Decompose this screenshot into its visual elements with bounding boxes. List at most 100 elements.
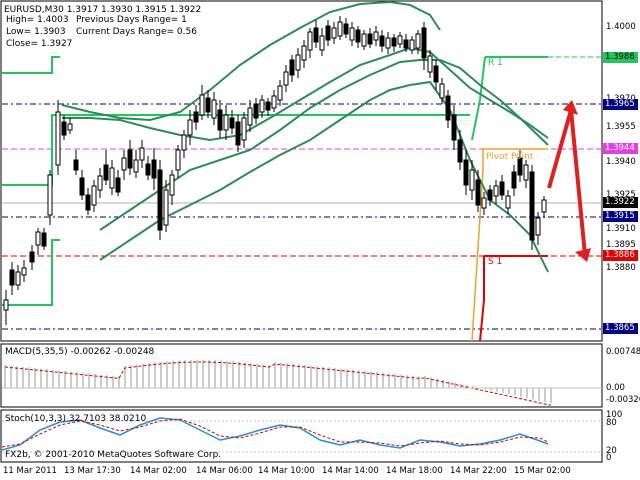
- candle-body: [151, 159, 157, 179]
- prev-day-mid-line: [2, 114, 470, 186]
- candle-body: [403, 39, 409, 49]
- price-axis-label: 1.3955: [606, 122, 636, 132]
- candle-body: [85, 194, 91, 211]
- candle-body: [223, 114, 229, 131]
- candle-body: [175, 149, 181, 171]
- candle-body: [91, 185, 97, 206]
- candle-body: [67, 123, 73, 131]
- candle-body: [121, 157, 127, 171]
- candle-body: [481, 197, 487, 209]
- s1-label: S 1: [488, 257, 503, 267]
- candle-body: [139, 147, 145, 161]
- candle-body: [385, 37, 391, 49]
- macd-pane-frame: [0, 343, 603, 408]
- candle-body: [247, 107, 253, 126]
- price-axis-label: 1.3940: [606, 157, 636, 167]
- macd-title: MACD(5,35,5) -0.00262 -0.00248: [5, 347, 155, 357]
- stoch-axis-label: 20: [606, 446, 617, 456]
- time-axis-label: 14 Mar 22:00: [450, 466, 507, 476]
- candle-body: [469, 169, 475, 191]
- prev-day-low-line: [2, 239, 60, 306]
- candle-body: [187, 119, 193, 136]
- symbol-ohlc-line: EURUSD,M30 1.3917 1.3930 1.3915 1.3922: [4, 5, 202, 15]
- time-axis-label: 14 Mar 06:00: [196, 466, 253, 476]
- candle-body: [499, 181, 505, 196]
- candle-body: [541, 199, 547, 213]
- candle-body: [211, 99, 217, 119]
- candle-body: [265, 101, 271, 111]
- candle-body: [41, 232, 47, 247]
- time-axis-label: 14 Mar 18:00: [386, 466, 443, 476]
- candle-body: [523, 164, 529, 181]
- high-value: High= 1.4003: [6, 15, 69, 25]
- candle-body: [229, 117, 235, 129]
- candle-body: [487, 189, 493, 201]
- close-value: Close= 1.3927: [6, 39, 73, 49]
- candle-body: [463, 159, 469, 186]
- candle-body: [505, 195, 511, 209]
- candle-body: [271, 95, 277, 109]
- low-value: Low= 1.3903: [6, 27, 66, 37]
- candle-body: [157, 169, 163, 231]
- candle-body: [97, 175, 103, 191]
- time-axis-label: 11 Mar 2011: [3, 466, 57, 476]
- candle-body: [73, 159, 79, 171]
- candle-body: [391, 37, 397, 47]
- time-axis-label: 14 Mar 10:00: [258, 466, 315, 476]
- macd-histogram: [4, 360, 552, 404]
- candle-body: [331, 27, 337, 39]
- s1-connector-red: [479, 256, 485, 342]
- stoch-signal-line: [1, 418, 549, 448]
- r1-connector-green: [471, 56, 486, 141]
- upper-band: [61, 0, 441, 122]
- candle-body: [199, 94, 205, 116]
- candle-body: [103, 164, 109, 181]
- candle-body: [35, 231, 41, 246]
- candle-body: [343, 23, 349, 35]
- macd-signal-line: [4, 361, 552, 406]
- macd-axis-label: 0.00748: [606, 347, 640, 357]
- mid-band: [62, 46, 549, 142]
- candle-body: [133, 159, 139, 173]
- candle-body: [319, 35, 325, 51]
- prev-day-high-line: [2, 56, 60, 74]
- macd-axis-label: 0.00: [606, 383, 625, 393]
- candle-body: [313, 27, 319, 43]
- candle-body: [445, 95, 451, 121]
- price-tag-1.3865: 1.3865: [603, 323, 638, 334]
- candle-body: [367, 33, 373, 45]
- candle-body: [289, 59, 295, 76]
- candle-body: [511, 171, 517, 189]
- candle-body: [109, 167, 115, 189]
- candle-body: [337, 21, 343, 37]
- candle-body: [79, 177, 85, 196]
- time-axis-label: 14 Mar 02:00: [130, 466, 187, 476]
- forecast-arrow-head-down: [575, 248, 591, 262]
- candle-body: [259, 99, 265, 113]
- forecast-arrow: [547, 109, 587, 256]
- candle-body: [47, 174, 53, 216]
- candle-body: [21, 267, 27, 276]
- candle-body: [3, 299, 9, 311]
- candle-body: [373, 31, 379, 41]
- candle-body: [307, 31, 313, 51]
- candle-body: [451, 114, 457, 141]
- candle-body: [127, 149, 133, 169]
- candle-body: [517, 157, 523, 176]
- candle-body: [409, 39, 415, 51]
- stoch-axis-label: 100: [606, 410, 623, 420]
- macd-axis-label: -0.00326: [606, 395, 640, 405]
- candle-body: [181, 134, 187, 151]
- current-days-range: Current Days Range= 0.56: [76, 27, 197, 37]
- candle-body: [29, 251, 35, 263]
- candle-body: [301, 45, 307, 61]
- candle-body: [295, 54, 301, 71]
- stoch-axis-label: 0: [606, 453, 612, 463]
- candlesticks: [3, 16, 547, 325]
- candle-body: [379, 35, 385, 47]
- time-axis-label: 15 Mar 02:00: [514, 466, 571, 476]
- time-axis-label: 13 Mar 17:30: [64, 466, 121, 476]
- candle-body: [427, 55, 433, 73]
